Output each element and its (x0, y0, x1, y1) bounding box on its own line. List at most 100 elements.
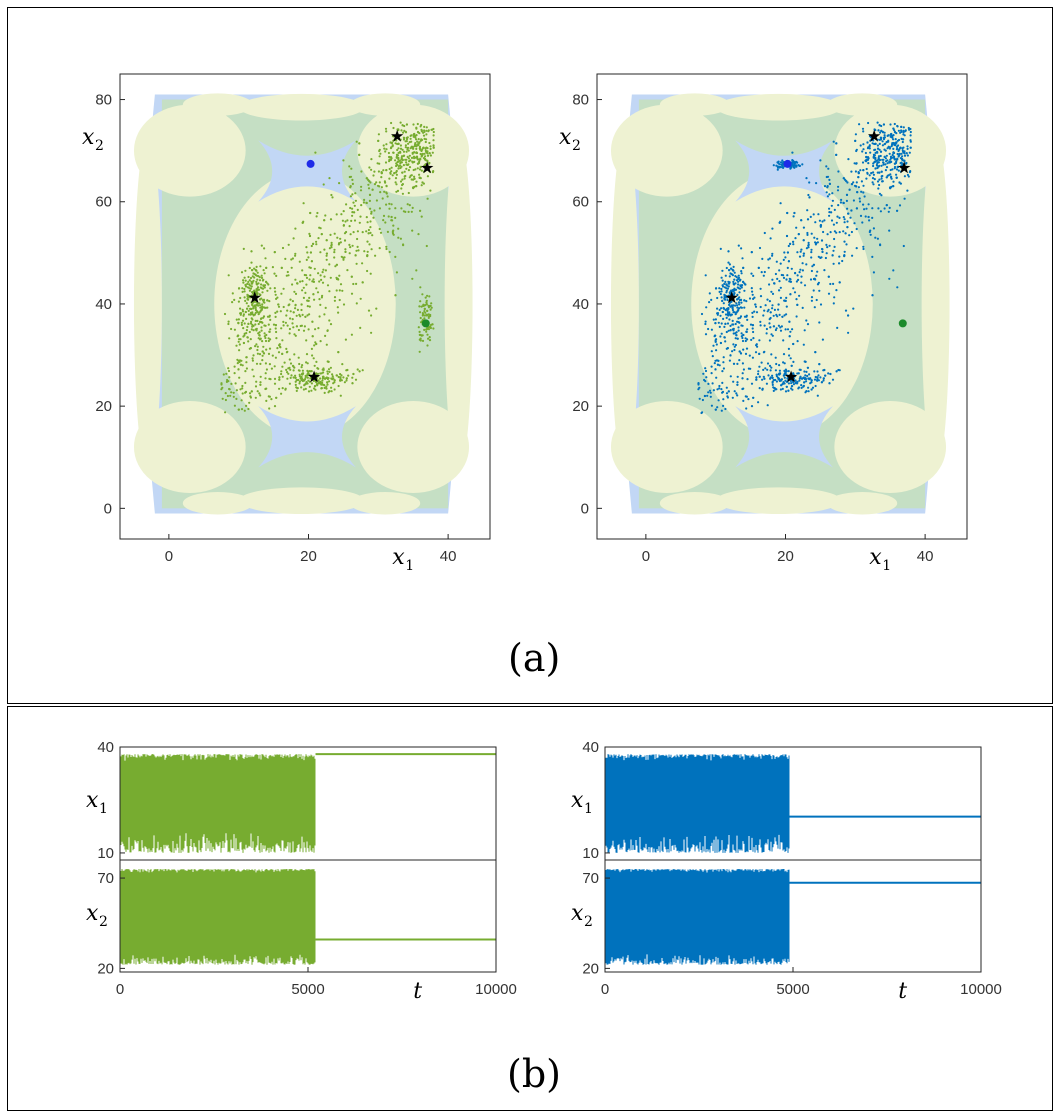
trajectory-point (430, 306, 433, 309)
trajectory-point (248, 401, 251, 404)
trajectory-point (719, 314, 722, 317)
basin-yellow-lobe (610, 104, 723, 197)
trajectory-point (338, 182, 341, 185)
trajectory-point (372, 174, 375, 177)
trajectory-point (349, 195, 352, 198)
trajectory-point (288, 332, 291, 335)
trajectory-point (752, 274, 755, 277)
trajectory-point (370, 248, 373, 251)
trajectory-point (795, 226, 798, 229)
trajectory-point (755, 376, 758, 379)
trajectory-point (798, 164, 801, 167)
trajectory-point (420, 215, 423, 218)
trajectory-point (778, 364, 781, 367)
trajectory-point (859, 214, 863, 217)
trajectory-point (354, 378, 358, 381)
trajectory-point (861, 161, 865, 164)
trajectory-point (243, 296, 246, 299)
trajectory-point (401, 183, 404, 187)
trajectory-point (744, 395, 747, 398)
trajectory-point (898, 181, 901, 184)
trajectory-point (903, 175, 907, 178)
trajectory-point (339, 283, 343, 286)
trajectory-point (252, 305, 255, 308)
trajectory-point (358, 142, 361, 145)
trajectory-point (247, 275, 250, 279)
trajectory-point (291, 322, 294, 325)
trajectory-point (909, 134, 912, 137)
trajectory-point (862, 148, 865, 151)
trajectory-point (718, 287, 721, 290)
trajectory-point (714, 287, 718, 290)
trajectory-point (731, 350, 734, 353)
trajectory-point (366, 178, 370, 181)
trajectory-point (741, 372, 744, 375)
trajectory-point (308, 296, 311, 299)
trajectory-point (878, 142, 881, 145)
trajectory-point (835, 153, 838, 156)
trajectory-point (237, 408, 240, 411)
trajectory-point (227, 274, 230, 277)
fixed-point-marker (306, 159, 315, 168)
trajectory-point (805, 263, 808, 266)
trajectory-point (767, 374, 770, 377)
y-axis-label-sub: 2 (572, 138, 581, 154)
trajectory-point (846, 181, 849, 184)
trajectory-point (868, 144, 871, 147)
trajectory-point (399, 147, 403, 150)
trajectory-point (785, 278, 788, 281)
trajectory-point (880, 194, 883, 197)
trajectory-point (381, 197, 384, 200)
trajectory-point (413, 151, 416, 154)
trajectory-point (305, 361, 308, 364)
trajectory-point (847, 331, 850, 334)
trajectory-point (238, 376, 241, 379)
trajectory-point (226, 394, 229, 398)
trajectory-point (896, 125, 899, 128)
trajectory-point (779, 326, 782, 329)
trajectory-point (810, 379, 813, 382)
trajectory-point (772, 314, 775, 317)
trajectory-point (889, 135, 892, 138)
trajectory-point (818, 289, 821, 292)
trajectory-point (730, 267, 733, 270)
trajectory-point (407, 169, 410, 172)
trajectory-point (379, 231, 383, 234)
trajectory-point (353, 204, 356, 207)
trajectory-point (856, 191, 859, 194)
trajectory-point (768, 339, 772, 342)
trajectory-point (829, 231, 832, 234)
trajectory-point (754, 351, 758, 354)
trajectory-point (720, 307, 723, 310)
trajectory-point (745, 315, 748, 318)
trajectory-point (306, 299, 309, 302)
trajectory-point (734, 332, 737, 335)
trajectory-point (306, 376, 309, 379)
trajectory-point (867, 121, 870, 125)
trajectory-point (415, 147, 418, 150)
trajectory-point (800, 384, 803, 387)
trajectory-point (796, 382, 799, 385)
trajectory-point (715, 349, 718, 352)
trajectory-point (788, 280, 791, 283)
trajectory-point (800, 281, 803, 284)
trajectory-point (782, 276, 786, 279)
trajectory-point (757, 372, 760, 376)
trajectory-point (906, 189, 909, 192)
trajectory-point (240, 321, 243, 324)
trajectory-point (892, 138, 895, 141)
trajectory-point (301, 372, 305, 375)
trajectory-point (262, 316, 265, 319)
trajectory-point (790, 387, 793, 390)
trajectory-point (335, 263, 338, 266)
trajectory-point (751, 315, 754, 318)
trajectory-point (746, 328, 749, 331)
trajectory-point (336, 306, 339, 309)
trajectory-point (872, 171, 875, 174)
trajectory-point (390, 121, 393, 125)
trajectory-point (359, 326, 362, 329)
trajectory-point (316, 367, 319, 370)
trajectory-point (790, 385, 794, 388)
trajectory-point (747, 398, 750, 401)
trajectory-point (877, 158, 880, 161)
